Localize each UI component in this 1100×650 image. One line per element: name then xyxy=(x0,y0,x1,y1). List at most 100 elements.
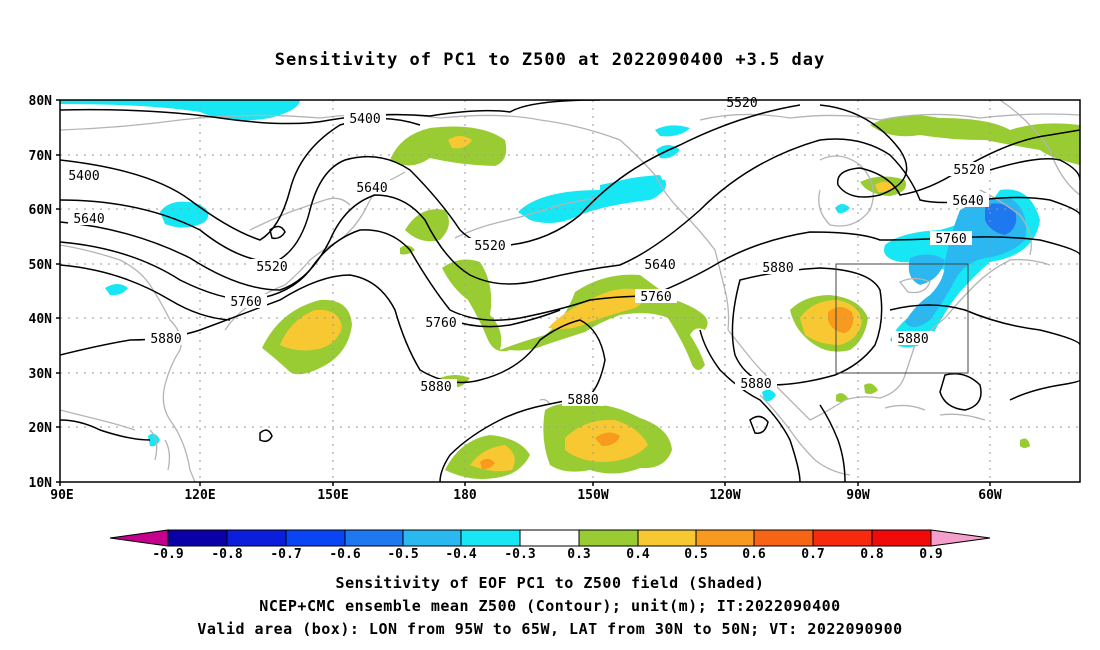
colorbar-swatch xyxy=(344,529,404,547)
contour-label: 5880 xyxy=(562,392,604,408)
contour-label: 5880 xyxy=(757,260,799,276)
contour-label: 5760 xyxy=(635,289,677,305)
lon-label: 90W xyxy=(846,488,870,503)
svg-text:5880: 5880 xyxy=(150,332,181,347)
coast-hispaniola xyxy=(939,413,986,421)
colorbar-swatch xyxy=(519,529,580,547)
contour-label: 5520 xyxy=(251,259,293,275)
lat-label: 40N xyxy=(29,312,53,327)
shade-orange-hawaii xyxy=(480,458,495,470)
colorbar-label: -0.9 xyxy=(152,547,183,562)
colorbar-swatch xyxy=(167,529,228,547)
shade-yellow-npac xyxy=(548,288,644,330)
shade-cyan-westpac xyxy=(160,201,209,228)
contour-label: 5520 xyxy=(721,95,763,111)
colorbar-label: -0.6 xyxy=(329,547,360,562)
colorbar-swatch xyxy=(402,529,462,547)
lat-label: 10N xyxy=(29,476,53,491)
svg-text:5520: 5520 xyxy=(953,163,984,178)
colorbar-arrow-right xyxy=(930,529,991,547)
contour-5880-a xyxy=(60,274,606,396)
lat-label: 60N xyxy=(29,203,53,218)
colorbar-swatch xyxy=(637,529,697,547)
shade-green-bering xyxy=(390,126,507,166)
contour-5880-e xyxy=(939,373,982,411)
lat-label: 20N xyxy=(29,421,53,436)
colorbar-label: 0.8 xyxy=(860,547,884,562)
svg-text:5880: 5880 xyxy=(420,380,451,395)
contour-label: 5640 xyxy=(639,257,681,273)
lon-label: 180 xyxy=(453,488,477,503)
colorbar-swatch xyxy=(753,529,814,547)
coast-aleutians xyxy=(454,197,601,239)
contour-label: 5640 xyxy=(947,193,989,209)
svg-text:5640: 5640 xyxy=(952,194,983,209)
shade-yellow-westpac xyxy=(280,309,342,351)
contour-5880-j xyxy=(819,404,846,482)
lon-axis: 90E 120E 150E 180 150W 120W 90W 60W xyxy=(50,482,1002,503)
coast-hawaii xyxy=(539,398,551,405)
contour-label: 5880 xyxy=(145,331,187,347)
contour-label: 5520 xyxy=(948,162,990,178)
map-title: Sensitivity of PC1 to Z500 at 2022090400… xyxy=(274,50,826,70)
colorbar-label: 0.9 xyxy=(919,547,942,562)
colorbar-label: 0.5 xyxy=(684,547,707,562)
contour-5520-c xyxy=(989,158,1080,181)
coast-gulfcoast xyxy=(809,344,916,421)
contour-label: 5880 xyxy=(415,379,457,395)
colorbar-swatch xyxy=(812,529,873,547)
contour-label: 5880 xyxy=(735,376,777,392)
colorbar-swatch xyxy=(460,529,521,547)
coast-westcoast-na xyxy=(727,329,811,421)
svg-text:5880: 5880 xyxy=(567,393,598,408)
colorbar-label: 0.7 xyxy=(801,547,824,562)
colorbar-label: -0.4 xyxy=(445,547,476,562)
coast-cuba xyxy=(884,404,926,411)
coast-okhotsk xyxy=(249,197,351,231)
shade-orange-subtrop xyxy=(595,432,620,446)
shade-yellow-hudson xyxy=(875,181,895,193)
shade-green-arctic-e xyxy=(870,115,1080,165)
caption-line-2: NCEP+CMC ensemble mean Z500 (Contour); u… xyxy=(259,597,841,615)
lon-label: 120E xyxy=(184,488,215,503)
contour-5520-a xyxy=(60,104,801,263)
coast-siberia xyxy=(60,113,541,131)
svg-text:5640: 5640 xyxy=(73,212,104,227)
lat-label: 70N xyxy=(29,149,53,164)
svg-text:5640: 5640 xyxy=(644,258,675,273)
colorbar-swatch xyxy=(285,529,346,547)
contour-label: 5760 xyxy=(930,231,972,247)
contour-5400-b xyxy=(60,117,421,241)
shade-cyan-hudson xyxy=(835,204,850,214)
shade-cyan-carib xyxy=(762,389,776,402)
contour-labels: 5520 5400 5400 5640 5640 5520 5520 5760 … xyxy=(63,95,990,408)
shade-green-small2 xyxy=(864,383,878,394)
contour-label: 5520 xyxy=(469,238,511,254)
lat-label: 50N xyxy=(29,258,53,273)
valid-area-box xyxy=(835,263,969,374)
svg-text:5520: 5520 xyxy=(474,239,505,254)
svg-text:5880: 5880 xyxy=(740,377,771,392)
coast-philippines xyxy=(149,429,171,471)
coast-arctic-na xyxy=(699,113,1080,121)
contour-5640-b xyxy=(269,225,286,240)
shade-cyan-small1 xyxy=(105,284,128,296)
svg-text:5400: 5400 xyxy=(68,169,99,184)
colorbar-swatch xyxy=(578,529,639,547)
contour-5880-d xyxy=(889,304,1080,346)
svg-text:5880: 5880 xyxy=(897,332,928,347)
contour-label: 5760 xyxy=(225,294,267,310)
svg-text:5760: 5760 xyxy=(425,316,456,331)
lon-label: 60W xyxy=(978,488,1002,503)
contour-5880-f xyxy=(749,415,769,435)
lat-axis: 80N 70N 60N 50N 40N 30N 20N 10N xyxy=(29,94,60,491)
colorbar-label: -0.7 xyxy=(270,547,301,562)
svg-text:5760: 5760 xyxy=(935,232,966,247)
coast-china-se xyxy=(60,409,136,431)
contour-label: 5760 xyxy=(420,315,462,331)
coast-greatlakes xyxy=(898,277,931,294)
colorbar-label: -0.3 xyxy=(504,547,535,562)
lon-label: 150E xyxy=(317,488,348,503)
caption-line-1: Sensitivity of EOF PC1 to Z500 field (Sh… xyxy=(335,574,765,592)
